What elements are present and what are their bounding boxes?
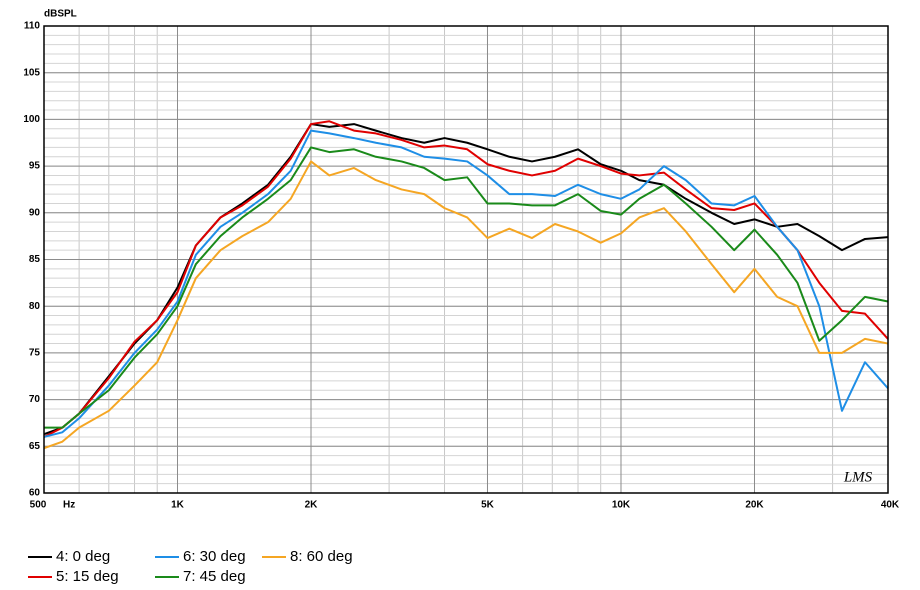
x-tick-label: 10K <box>612 500 631 511</box>
series-line <box>43 160 889 450</box>
legend-label: 6: 30 deg <box>183 548 246 565</box>
legend-label: 4: 0 deg <box>56 548 110 565</box>
y-tick-label: 110 <box>24 21 41 32</box>
x-tick-label: 5K <box>481 500 495 511</box>
series-line <box>43 129 889 438</box>
y-tick-label: 100 <box>23 114 40 125</box>
y-tick-label: 60 <box>29 488 41 499</box>
y-axis-label: dBSPL <box>44 9 77 20</box>
y-tick-label: 75 <box>29 348 41 359</box>
y-tick-label: 70 <box>29 394 41 405</box>
plot-lines <box>43 120 889 450</box>
major-grid <box>43 25 889 494</box>
watermark: LMS <box>843 469 873 485</box>
y-tick-label: 105 <box>23 67 40 78</box>
series-line <box>43 123 889 436</box>
x-tick-label: 40K <box>881 500 900 511</box>
y-tick-label: 95 <box>29 161 41 172</box>
legend-label: 8: 60 deg <box>290 548 353 565</box>
x-tick-label: 500 <box>30 500 47 511</box>
legend-label: 5: 15 deg <box>56 568 119 585</box>
series-line <box>43 120 889 438</box>
legend-label: 7: 45 deg <box>183 568 246 585</box>
y-tick-label: 90 <box>29 207 41 218</box>
series-line <box>44 146 889 429</box>
plot-frame <box>43 25 889 494</box>
x-axis-label: Hz <box>63 500 75 511</box>
y-tick-label: 80 <box>29 301 41 312</box>
x-tick-label: 20K <box>745 500 764 511</box>
x-tick-label: 1K <box>171 500 185 511</box>
y-tick-label: 85 <box>29 254 41 265</box>
y-tick-label: 65 <box>29 441 41 452</box>
x-tick-label: 2K <box>305 500 319 511</box>
